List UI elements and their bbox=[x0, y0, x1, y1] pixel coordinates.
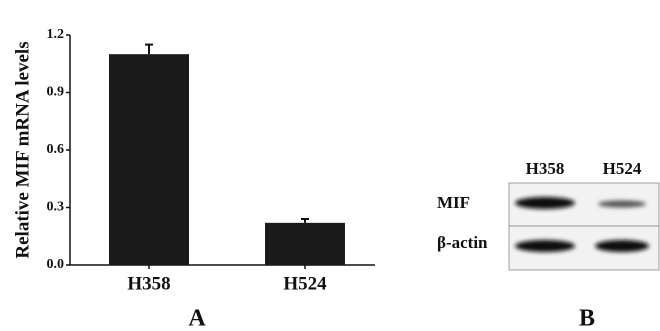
row-label: MIF bbox=[437, 193, 470, 212]
band bbox=[595, 240, 649, 252]
y-tick-label: 0.9 bbox=[47, 85, 65, 100]
figure: Relative MIF mRNA levels 0.0 0.3 0.6 0.9 1.2… bbox=[0, 0, 660, 331]
band bbox=[515, 240, 575, 252]
band bbox=[598, 201, 646, 208]
band bbox=[515, 197, 575, 209]
panel-label: B bbox=[579, 306, 595, 331]
y-axis-label: Relative MIF mRNA levels bbox=[12, 41, 33, 258]
panel-label: A bbox=[188, 306, 206, 331]
lane-label: H358 bbox=[526, 159, 565, 178]
row-label: β-actin bbox=[437, 233, 488, 252]
lane-label: H524 bbox=[603, 159, 642, 178]
bar bbox=[109, 54, 189, 265]
y-tick-label: 0.0 bbox=[47, 257, 65, 272]
x-tick-label: H358 bbox=[127, 273, 170, 294]
y-tick-label: 0.6 bbox=[47, 142, 65, 157]
x-tick-label: H524 bbox=[283, 273, 327, 294]
y-tick-label: 1.2 bbox=[47, 27, 65, 42]
bar-chart: Relative MIF mRNA levels 0.0 0.3 0.6 0.9 1.2… bbox=[12, 27, 375, 294]
bar bbox=[265, 223, 345, 265]
western-blot: H358 H524 MIF β-actin bbox=[437, 159, 659, 270]
y-tick-label: 0.3 bbox=[47, 200, 65, 215]
blot-membrane bbox=[509, 183, 659, 270]
